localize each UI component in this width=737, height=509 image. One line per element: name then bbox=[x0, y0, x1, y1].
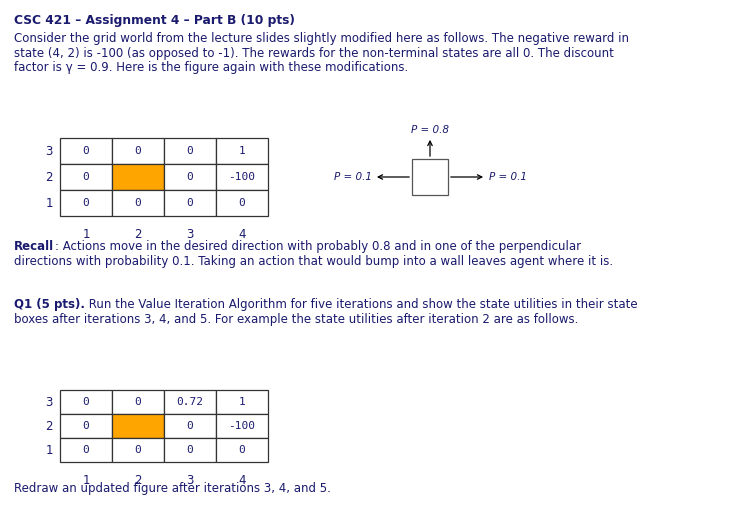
Bar bbox=[164, 390, 216, 414]
Text: 1: 1 bbox=[83, 474, 90, 487]
Bar bbox=[60, 164, 112, 190]
Bar bbox=[112, 138, 164, 164]
Text: 3: 3 bbox=[186, 474, 194, 487]
Text: 2: 2 bbox=[134, 228, 142, 241]
Text: 1: 1 bbox=[46, 196, 53, 210]
Bar bbox=[112, 390, 164, 414]
Text: 0: 0 bbox=[135, 445, 142, 455]
Text: P = 0.8: P = 0.8 bbox=[411, 125, 449, 135]
Bar bbox=[216, 164, 268, 190]
Text: 0: 0 bbox=[239, 445, 245, 455]
Text: Consider the grid world from the lecture slides slightly modified here as follow: Consider the grid world from the lecture… bbox=[14, 32, 629, 45]
Text: 0: 0 bbox=[135, 397, 142, 407]
Text: 0: 0 bbox=[186, 146, 193, 156]
Bar bbox=[164, 164, 216, 190]
Text: 0: 0 bbox=[186, 445, 193, 455]
Text: CSC 421 – Assignment 4 – Part B (10 pts): CSC 421 – Assignment 4 – Part B (10 pts) bbox=[14, 14, 295, 27]
Text: boxes after iterations 3, 4, and 5. For example the state utilities after iterat: boxes after iterations 3, 4, and 5. For … bbox=[14, 313, 579, 325]
Text: 0: 0 bbox=[83, 445, 89, 455]
Text: Run the Value Iteration Algorithm for five iterations and show the state utiliti: Run the Value Iteration Algorithm for fi… bbox=[85, 298, 638, 311]
Text: 0: 0 bbox=[186, 198, 193, 208]
Text: 2: 2 bbox=[46, 419, 53, 433]
Bar bbox=[60, 138, 112, 164]
Text: 3: 3 bbox=[186, 228, 194, 241]
Text: 0: 0 bbox=[83, 198, 89, 208]
Bar bbox=[412, 159, 448, 195]
Bar bbox=[60, 190, 112, 216]
Text: 0: 0 bbox=[186, 172, 193, 182]
Bar bbox=[60, 438, 112, 462]
Text: 0: 0 bbox=[135, 146, 142, 156]
Text: 0: 0 bbox=[83, 421, 89, 431]
Text: Redraw an updated figure after iterations 3, 4, and 5.: Redraw an updated figure after iteration… bbox=[14, 482, 331, 495]
Text: 0: 0 bbox=[239, 198, 245, 208]
Text: -100: -100 bbox=[228, 172, 256, 182]
Text: 1: 1 bbox=[239, 397, 245, 407]
Bar bbox=[216, 138, 268, 164]
Text: 0: 0 bbox=[83, 397, 89, 407]
Text: P = 0.1: P = 0.1 bbox=[489, 172, 527, 182]
Bar bbox=[216, 438, 268, 462]
Text: Recall: Recall bbox=[14, 240, 54, 253]
Text: directions with probability 0.1. Taking an action that would bump into a wall le: directions with probability 0.1. Taking … bbox=[14, 254, 613, 268]
Text: 0: 0 bbox=[83, 146, 89, 156]
Text: 2: 2 bbox=[134, 474, 142, 487]
Bar bbox=[216, 390, 268, 414]
Text: Q1 (5 pts).: Q1 (5 pts). bbox=[14, 298, 85, 311]
Bar bbox=[164, 190, 216, 216]
Text: 1: 1 bbox=[46, 443, 53, 457]
Text: 4: 4 bbox=[238, 474, 245, 487]
Text: 0: 0 bbox=[83, 172, 89, 182]
Bar bbox=[112, 190, 164, 216]
Text: state (4, 2) is -100 (as opposed to -1). The rewards for the non-terminal states: state (4, 2) is -100 (as opposed to -1).… bbox=[14, 46, 614, 60]
Bar bbox=[216, 414, 268, 438]
Text: -100: -100 bbox=[228, 421, 256, 431]
Text: 1: 1 bbox=[83, 228, 90, 241]
Text: 3: 3 bbox=[46, 145, 53, 157]
Bar bbox=[216, 190, 268, 216]
Bar bbox=[164, 438, 216, 462]
Bar bbox=[164, 138, 216, 164]
Bar bbox=[60, 390, 112, 414]
Bar bbox=[112, 164, 164, 190]
Text: 4: 4 bbox=[238, 228, 245, 241]
Text: 3: 3 bbox=[46, 395, 53, 409]
Bar bbox=[112, 414, 164, 438]
Bar bbox=[60, 414, 112, 438]
Text: 0: 0 bbox=[135, 198, 142, 208]
Bar bbox=[164, 414, 216, 438]
Text: 0.72: 0.72 bbox=[176, 397, 203, 407]
Bar bbox=[112, 438, 164, 462]
Text: 2: 2 bbox=[46, 171, 53, 184]
Text: : Actions move in the desired direction with probably 0.8 and in one of the perp: : Actions move in the desired direction … bbox=[55, 240, 581, 253]
Text: P = 0.1: P = 0.1 bbox=[334, 172, 372, 182]
Text: 0: 0 bbox=[186, 421, 193, 431]
Text: 1: 1 bbox=[239, 146, 245, 156]
Text: factor is γ = 0.9. Here is the figure again with these modifications.: factor is γ = 0.9. Here is the figure ag… bbox=[14, 61, 408, 74]
